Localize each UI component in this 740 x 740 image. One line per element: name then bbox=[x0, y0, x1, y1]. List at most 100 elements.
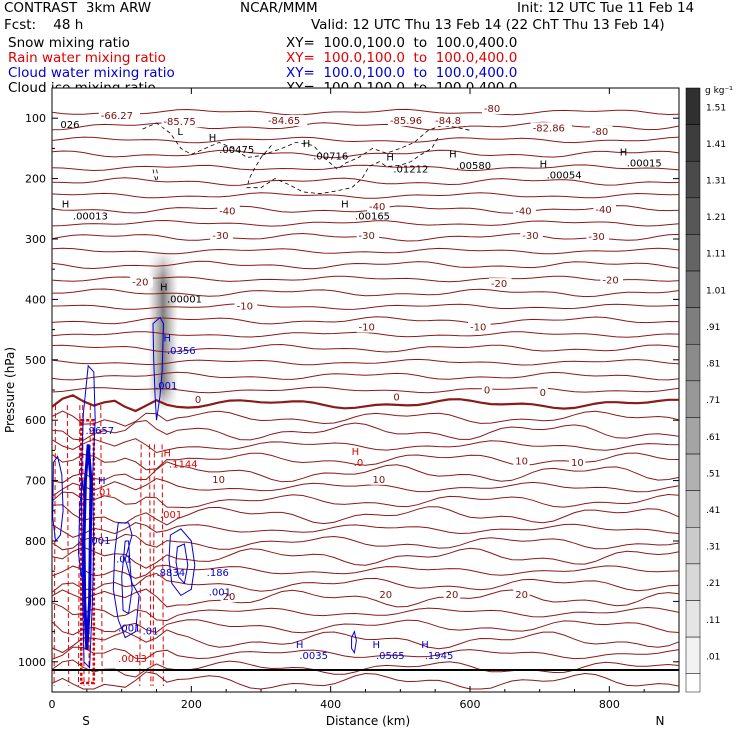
forecast-hour: Fcst: 48 h bbox=[4, 17, 84, 33]
temperature-contour-label: -20 bbox=[132, 277, 148, 288]
colorbar-label: .61 bbox=[706, 433, 720, 443]
colorbar-bin bbox=[685, 380, 701, 418]
colorbar-label: 1.51 bbox=[706, 103, 726, 113]
cloud-water-contour bbox=[77, 480, 86, 578]
extremum-label: .186 bbox=[207, 568, 229, 579]
colorbar-label: 1.21 bbox=[706, 213, 726, 223]
temperature-contour-label: -30 bbox=[212, 231, 228, 242]
extremum-label: H bbox=[98, 476, 106, 487]
temperature-contour-label: -84.65 bbox=[268, 116, 300, 127]
colorbar-bin bbox=[685, 160, 701, 199]
temperature-contour bbox=[51, 619, 680, 636]
colorbar-label: .31 bbox=[706, 543, 720, 553]
extremum-label: H bbox=[163, 448, 171, 459]
extremum-label: H bbox=[540, 160, 548, 171]
temperature-contour bbox=[51, 247, 680, 255]
contour-label-bg bbox=[370, 473, 387, 485]
extremum-label: .1144 bbox=[169, 459, 198, 470]
temperature-contour-label: -40 bbox=[369, 202, 385, 213]
extremum-label: H bbox=[160, 282, 168, 293]
contour-label-bg bbox=[569, 456, 586, 468]
colorbar-bin bbox=[685, 673, 701, 693]
colorbar-label: 1.11 bbox=[706, 250, 726, 260]
temperature-contour bbox=[51, 386, 680, 394]
x-tick-label: 800 bbox=[599, 698, 620, 711]
temperature-contour bbox=[51, 260, 680, 270]
field-xy-rain: XY= 100.0,100.0 to 100.0,400.0 bbox=[286, 50, 518, 66]
cloud-water-contour bbox=[112, 522, 140, 639]
extremum-label: .9657 bbox=[85, 426, 114, 437]
temperature-contour bbox=[51, 461, 680, 484]
temperature-contour bbox=[51, 303, 680, 310]
x-tick-label: 0 bbox=[49, 698, 56, 711]
contour-label-bg bbox=[433, 115, 469, 127]
temperature-contour bbox=[51, 343, 680, 353]
contour-label-bg bbox=[356, 321, 380, 333]
x-tick-label: 600 bbox=[460, 698, 481, 711]
contour-label-bg bbox=[366, 200, 390, 212]
extremum-label: .00165 bbox=[355, 212, 390, 223]
x-tick-label: 400 bbox=[320, 698, 341, 711]
temperature-contour bbox=[51, 136, 680, 144]
temperature-contour bbox=[51, 149, 680, 159]
y-tick-label: 300 bbox=[25, 233, 46, 246]
extremum-label: .0356 bbox=[167, 346, 196, 357]
temperature-contour-label: 10 bbox=[212, 475, 225, 486]
colorbar-bin bbox=[685, 270, 701, 308]
contour-label-bg bbox=[443, 589, 461, 601]
rain-water-contour bbox=[149, 444, 152, 686]
colorbar-label: 1.01 bbox=[706, 286, 726, 296]
freezing-level-contour bbox=[51, 394, 679, 413]
extremum-label: .0013 bbox=[118, 654, 147, 665]
temperature-contour-label: -40 bbox=[219, 207, 235, 218]
contour-label-bg bbox=[98, 110, 140, 122]
colorbar-label: .71 bbox=[706, 396, 720, 406]
rain-water-contour bbox=[161, 444, 164, 686]
contour-labels: -66.27 -85.75 -84.65 -85.96 -84.8 -80 -82.86 -8… bbox=[98, 102, 623, 603]
extremum-label: .8834 bbox=[157, 568, 186, 579]
extremum-label: H bbox=[296, 640, 304, 651]
temperature-contour-label: 10 bbox=[515, 457, 528, 468]
colorbar-bin bbox=[685, 307, 701, 345]
temperature-contour-label: -10 bbox=[237, 301, 253, 312]
rain-water-contour bbox=[152, 444, 155, 686]
extremum-label: .01212 bbox=[393, 165, 428, 176]
temperature-contour bbox=[52, 288, 680, 298]
y-tick-label: 700 bbox=[25, 475, 46, 488]
contour-label-bg bbox=[481, 102, 505, 114]
temperature-contour-label: -10 bbox=[470, 323, 486, 334]
temperature-contour bbox=[51, 646, 680, 660]
colorbar-bin bbox=[685, 417, 701, 455]
y-axis-label: Pressure (hPa) bbox=[3, 347, 17, 433]
temperature-contour-label: 20 bbox=[515, 590, 528, 601]
contour-label-bg bbox=[377, 589, 394, 601]
extremum-label: .00013 bbox=[73, 212, 108, 223]
contour-label-bg bbox=[513, 205, 536, 217]
temperature-contour bbox=[51, 588, 680, 608]
colorbar-bin bbox=[685, 563, 701, 601]
extremum-label: .00054 bbox=[547, 171, 582, 182]
extremum-label: L bbox=[177, 127, 183, 138]
temperature-contour-label: -20 bbox=[602, 275, 618, 286]
y-tick-label: 400 bbox=[25, 293, 46, 306]
temperature-contour bbox=[51, 671, 680, 690]
contour-label-bg bbox=[537, 386, 548, 398]
x-tick-label: 200 bbox=[181, 698, 202, 711]
extremum-label: .001 bbox=[155, 381, 177, 392]
colorbar-bin bbox=[685, 197, 701, 235]
cloud-water-contour bbox=[168, 528, 196, 597]
colorbar-bin bbox=[685, 600, 701, 638]
cloud-water-contour bbox=[351, 630, 357, 655]
extremum-label: .00015 bbox=[627, 159, 662, 170]
temperature-contour bbox=[51, 192, 680, 199]
colorbar-bin bbox=[685, 527, 701, 565]
field-xy-snow: XY= 100.0,100.0 to 100.0,400.0 bbox=[286, 35, 518, 51]
contour-label-bg bbox=[356, 229, 380, 241]
extremum-label: .00001 bbox=[167, 294, 202, 305]
temperature-contour-label: 0 bbox=[393, 393, 399, 404]
colorbar-bin bbox=[685, 490, 701, 528]
y-tick-label: 500 bbox=[25, 354, 46, 367]
contour-label-bg bbox=[593, 203, 616, 215]
